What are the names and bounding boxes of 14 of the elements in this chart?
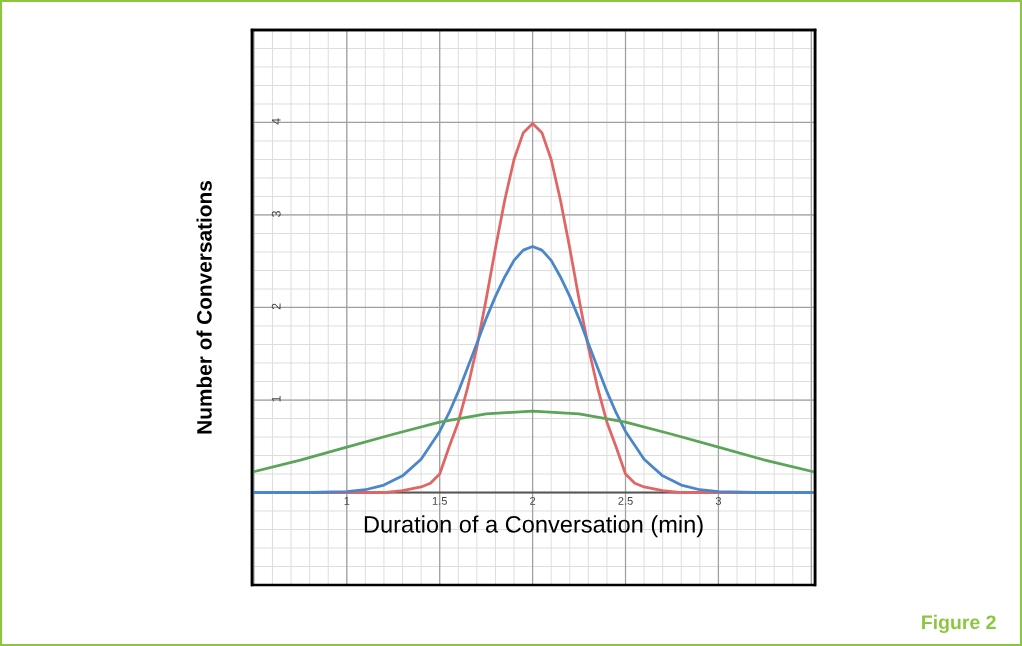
line-series (252, 409, 816, 474)
x-tick-label: 1 (344, 497, 350, 505)
y-tick-label: 4 (271, 118, 281, 125)
x-tick-label: 1.5 (432, 497, 447, 505)
line-series (252, 245, 813, 494)
caption: Figure 2 (922, 614, 996, 634)
y-axis-title: Number of Conversations (196, 181, 212, 434)
x-tick-label: 2 (530, 496, 536, 505)
x-tick-label: 2.5 (618, 496, 633, 505)
y-tick-label: 1 (271, 396, 281, 402)
x-tick-label: 3 (715, 496, 722, 505)
y-tick-label: 2 (271, 303, 281, 310)
x-axis-title: Duration of a Conversation (min) (364, 515, 703, 538)
y-tick-label: 3 (271, 211, 281, 217)
